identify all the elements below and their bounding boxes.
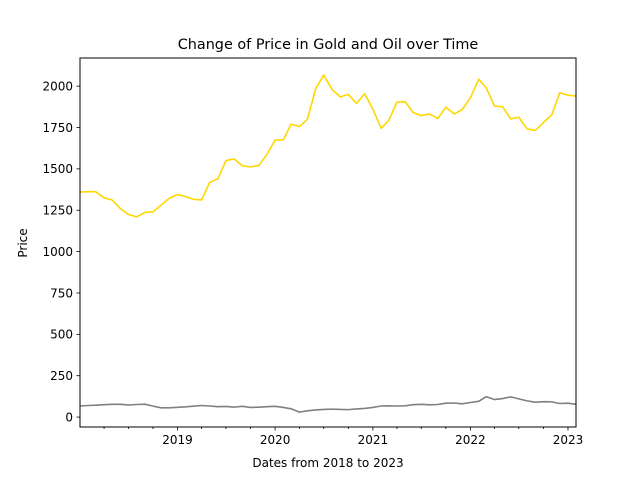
- x-tick-label: 2019: [162, 433, 193, 447]
- x-tick-label: 2021: [358, 433, 389, 447]
- x-axis-ticks: 2019 2020 2021 2022 2023: [103, 427, 584, 447]
- plot-frame: [79, 57, 577, 428]
- x-axis-label: Dates from 2018 to 2023: [252, 456, 403, 470]
- y-tick-label: 1750: [42, 121, 73, 135]
- y-tick-label: 2000: [42, 79, 73, 93]
- y-tick-label: 0: [65, 410, 73, 424]
- y-tick-label: 500: [50, 328, 73, 342]
- y-axis-label: Price: [16, 228, 30, 257]
- series-line-2: [79, 395, 577, 413]
- x-tick-label: 2022: [455, 433, 486, 447]
- chart-title: Change of Price in Gold and Oil over Tim…: [178, 37, 479, 53]
- x-tick-label: 2023: [553, 433, 584, 447]
- y-tick-label: 250: [50, 369, 73, 383]
- y-tick-label: 1250: [42, 204, 73, 218]
- series-line-1: [79, 74, 577, 218]
- y-tick-label: 750: [50, 286, 73, 300]
- y-tick-label: 1500: [42, 162, 73, 176]
- y-axis-ticks: 0 250 500 750 1000 1250 1500 1750 2000: [42, 79, 80, 424]
- y-tick-label: 1000: [42, 245, 73, 259]
- plot-lines: [79, 74, 577, 413]
- x-tick-label: 2020: [260, 433, 291, 447]
